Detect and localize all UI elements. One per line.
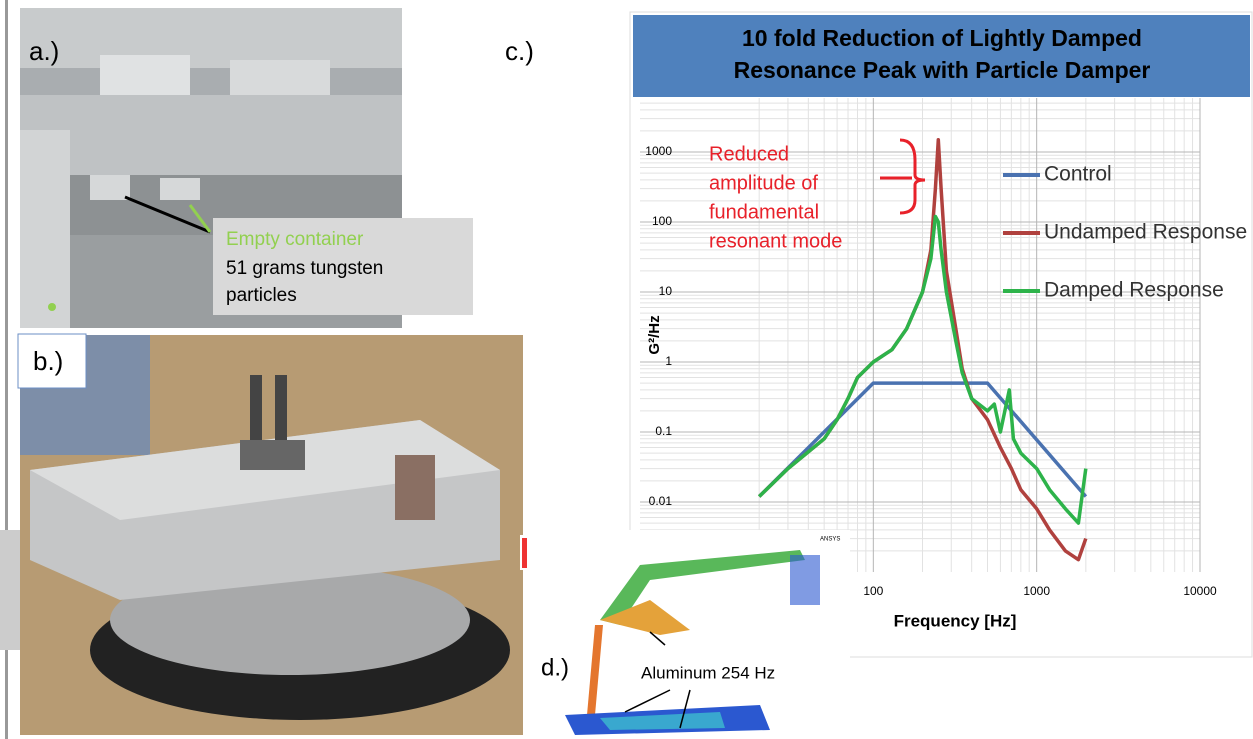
arrow bbox=[188, 204, 212, 233]
selection-box bbox=[17, 303, 87, 389]
arrow bbox=[649, 631, 666, 646]
callout-box bbox=[213, 218, 473, 315]
arrow bbox=[124, 195, 211, 234]
x-tick-label: 100 bbox=[863, 584, 883, 598]
x-axis-label: Frequency [Hz] bbox=[894, 611, 1017, 630]
line-series bbox=[757, 214, 1088, 525]
legend-label: Control bbox=[1044, 163, 1112, 186]
arrow bbox=[624, 689, 671, 713]
y-tick-label: 0.1 bbox=[655, 424, 672, 438]
y-tick-label: 0.01 bbox=[649, 494, 673, 508]
title-box bbox=[633, 15, 1250, 97]
plot: 100 1000 10000 0.01 0.1 1 10 100 1000 Frequency [… bbox=[640, 98, 1247, 630]
y-tick-label: 10 bbox=[659, 284, 673, 298]
panel-label: b.) bbox=[33, 346, 63, 376]
callout-text: particles bbox=[226, 285, 297, 306]
annotation: fundamental bbox=[709, 201, 819, 223]
fea-note: Aluminum 254 Hz bbox=[641, 663, 775, 682]
bracket bbox=[899, 138, 926, 215]
panel-label: a.) bbox=[29, 36, 59, 66]
arrow bbox=[679, 689, 691, 729]
fea-software: ANSYS bbox=[820, 537, 840, 543]
fea-image bbox=[520, 530, 850, 739]
y-axis-label: G²/Hz bbox=[646, 315, 663, 354]
line-series bbox=[757, 381, 1088, 498]
photo-a bbox=[20, 8, 402, 328]
callout-text: Empty container bbox=[226, 229, 364, 250]
legend-label: Damped Response bbox=[1044, 279, 1224, 302]
panel-label: d.) bbox=[541, 654, 569, 681]
legend-label: Undamped Response bbox=[1044, 221, 1247, 244]
annotation: Reduced bbox=[709, 143, 789, 165]
photo-b bbox=[0, 335, 523, 735]
x-tick-label: 1000 bbox=[1023, 584, 1050, 598]
panel-label: c.) bbox=[505, 36, 534, 66]
y-tick-label: 100 bbox=[652, 214, 672, 228]
callout-text: 51 grams tungsten bbox=[226, 258, 383, 279]
annotation: resonant mode bbox=[709, 230, 842, 252]
x-tick-label: 10000 bbox=[1183, 584, 1217, 598]
slide-edge bbox=[5, 0, 8, 739]
annotation: amplitude of bbox=[709, 172, 818, 194]
chart-title: 10 fold Reduction of Lightly Damped bbox=[742, 25, 1142, 51]
y-tick-label: 1 bbox=[665, 354, 672, 368]
y-tick-label: 1000 bbox=[645, 144, 672, 158]
chart-title: Resonance Peak with Particle Damper bbox=[734, 57, 1151, 83]
